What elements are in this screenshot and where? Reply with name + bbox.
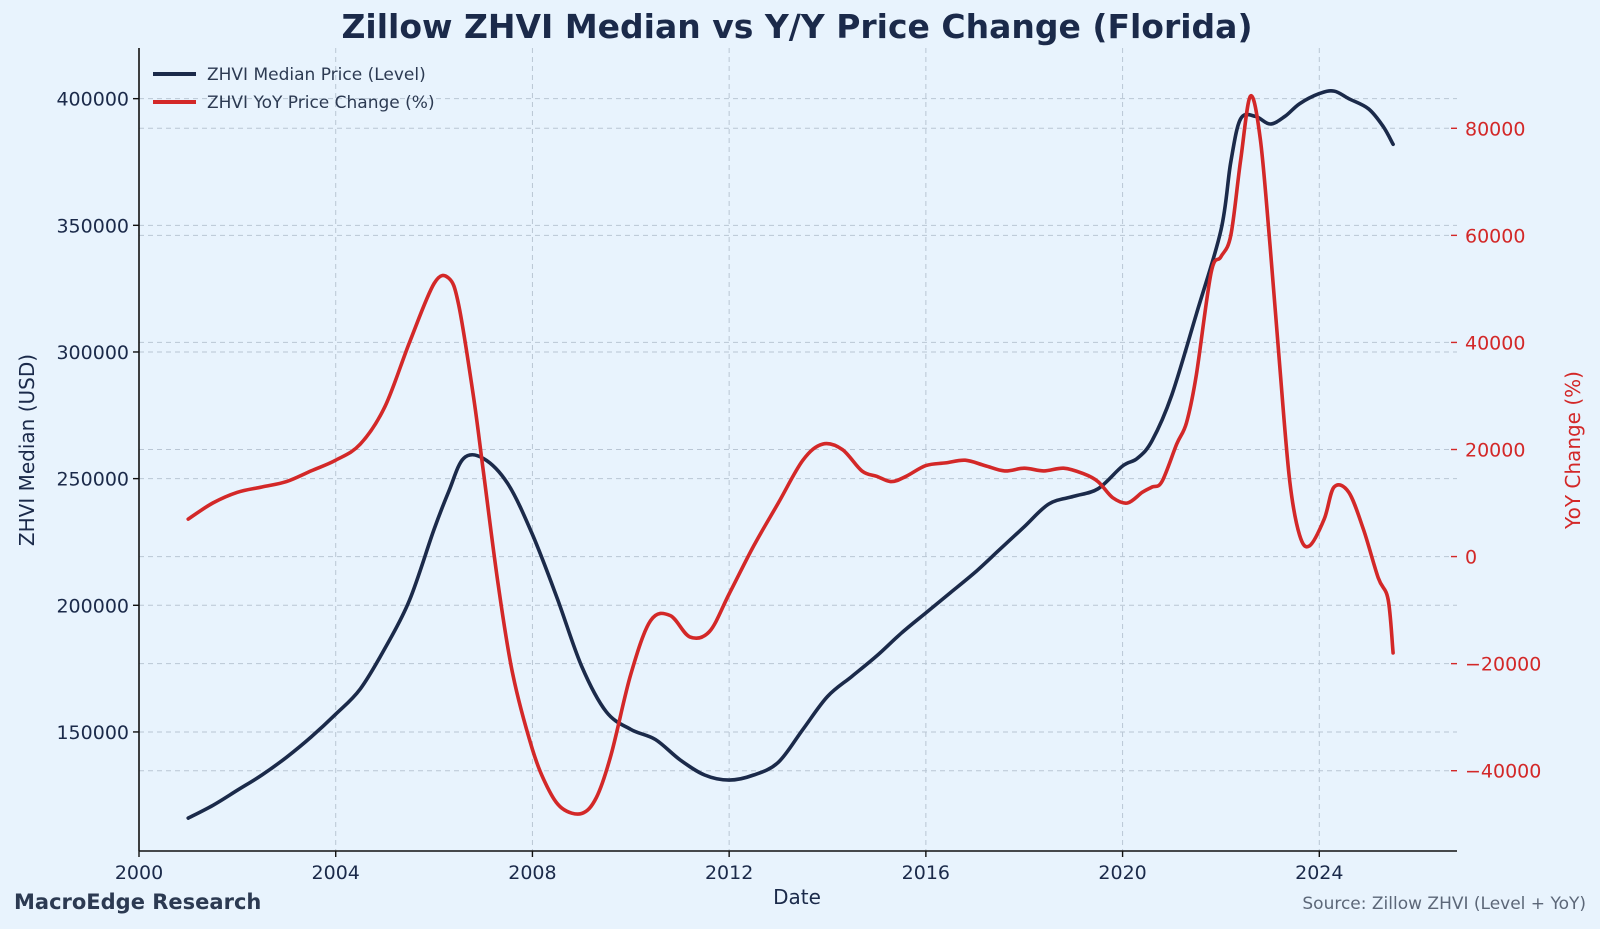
x-tick-label: 2012: [705, 862, 753, 884]
x-tick-label: 2020: [1098, 862, 1146, 884]
y-right-tick-label: 80000: [1465, 118, 1525, 140]
y-right-tick-label: −20000: [1465, 654, 1541, 676]
y-left-ticks: 150000 200000 250000 300000 350000 400000: [56, 89, 139, 744]
legend-label-yoy: ZHVI YoY Price Change (%): [207, 93, 435, 113]
y-right-tick-label: 20000: [1465, 440, 1525, 462]
y-axis-label: ZHVI Median (USD): [15, 354, 39, 546]
series-layer: [186, 89, 1395, 820]
series-line-zhvi-yoy: [186, 94, 1395, 816]
legend: ZHVI Median Price (Level) ZHVI YoY Price…: [153, 65, 435, 113]
legend-label-level: ZHVI Median Price (Level): [207, 65, 426, 85]
y-left-tick-label: 400000: [56, 89, 129, 111]
y2-axis-label: YoY Change (%): [1561, 371, 1585, 530]
x-axis-label: Date: [773, 885, 821, 909]
series-line-zhvi-level: [186, 89, 1395, 820]
x-tick-label: 2016: [902, 862, 950, 884]
source-note: Source: Zillow ZHVI (Level + YoY): [1302, 894, 1586, 914]
x-tick-label: 2004: [312, 862, 360, 884]
x-tick-label: 2000: [115, 862, 163, 884]
y-left-tick-label: 150000: [56, 722, 129, 744]
y-right-ticks: −40000 −20000 0 20000 40000 60000 80000: [1451, 118, 1541, 783]
brand-label: MacroEdge Research: [14, 890, 262, 914]
y-left-tick-label: 200000: [56, 595, 129, 617]
y-left-tick-label: 350000: [56, 215, 129, 237]
x-ticks: 2000 2004 2008 2012 2016 2020 2024: [115, 851, 1343, 884]
grid-lines: [138, 48, 1457, 851]
y-right-tick-label: 40000: [1465, 332, 1525, 354]
axes: [138, 48, 1457, 852]
x-tick-label: 2024: [1295, 862, 1343, 884]
x-tick-label: 2008: [508, 862, 556, 884]
chart-title: Zillow ZHVI Median vs Y/Y Price Change (…: [341, 7, 1252, 46]
y-right-tick-label: −40000: [1465, 761, 1541, 783]
y-left-tick-label: 250000: [56, 469, 129, 491]
y-right-tick-label: 60000: [1465, 225, 1525, 247]
y-right-tick-label: 0: [1465, 547, 1477, 569]
y-left-tick-label: 300000: [56, 342, 129, 364]
